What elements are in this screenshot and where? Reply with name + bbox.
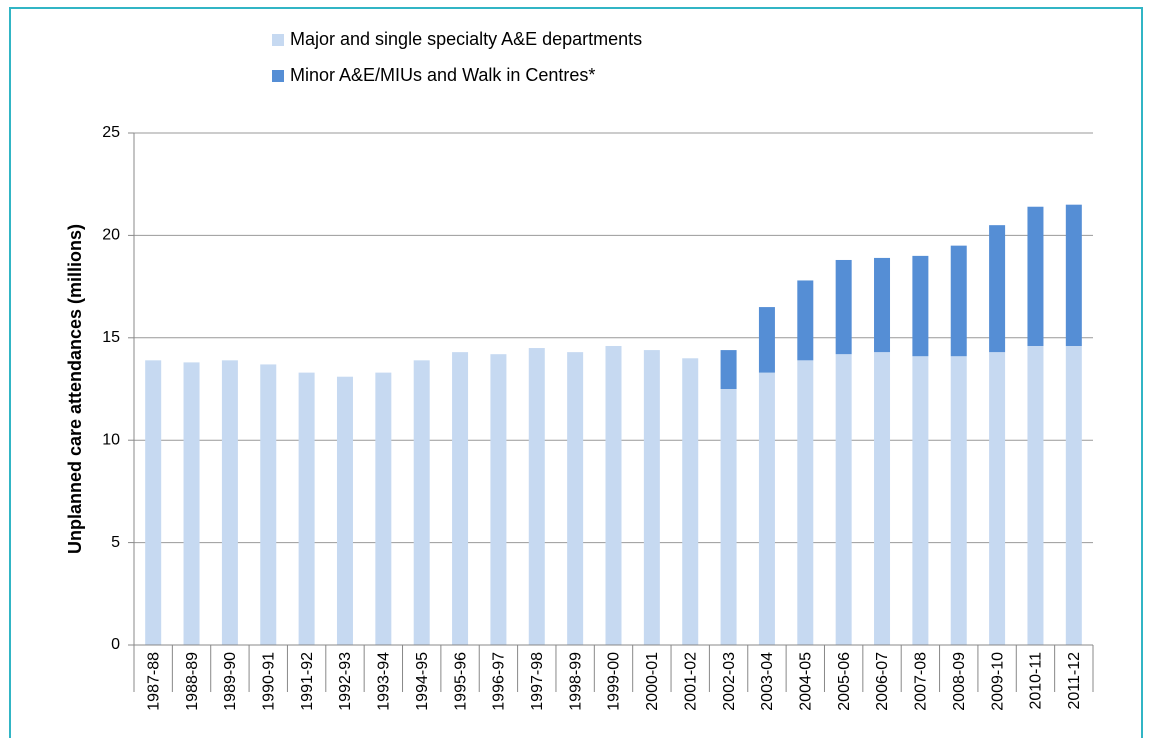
x-tick-label: 1996-97 xyxy=(491,652,508,711)
bar-segment xyxy=(950,356,967,645)
y-tick-label: 25 xyxy=(102,124,120,141)
bar-segment xyxy=(1027,206,1044,346)
y-tick-label: 15 xyxy=(102,329,120,346)
x-tick-label: 1989-90 xyxy=(222,652,239,711)
y-tick-label: 0 xyxy=(111,636,120,653)
y-tick-label: 20 xyxy=(102,227,120,244)
bar-segment xyxy=(336,376,353,645)
x-tick-label: 2005-06 xyxy=(836,652,853,711)
x-tick-label: 1991-92 xyxy=(299,652,316,711)
bar-segment xyxy=(1065,345,1082,645)
bar-segment xyxy=(260,364,277,645)
bar-segment xyxy=(912,255,929,357)
bar-segment xyxy=(221,360,238,645)
frame xyxy=(9,7,1143,738)
bar-segment xyxy=(989,352,1006,645)
x-tick-label: 1999-00 xyxy=(606,652,623,711)
y-tick-label: 5 xyxy=(111,534,120,551)
bar-segment xyxy=(605,345,622,645)
bar-segment xyxy=(797,280,814,361)
bar-segment xyxy=(874,257,891,353)
x-tick-label: 2001-02 xyxy=(682,652,699,711)
bar-segment xyxy=(298,372,315,645)
x-tick-label: 2002-03 xyxy=(721,652,738,711)
bar-segment xyxy=(567,352,584,645)
bar-segment xyxy=(912,356,929,645)
bar-segment xyxy=(720,350,737,389)
x-tick-label: 2000-01 xyxy=(644,652,661,711)
bar-segment xyxy=(528,348,545,645)
bar-segment xyxy=(835,259,852,355)
bar-segment xyxy=(989,225,1006,353)
bar-segment xyxy=(452,352,469,645)
x-tick-label: 2006-07 xyxy=(874,652,891,711)
bar-segment xyxy=(490,354,507,645)
x-tick-label: 1998-99 xyxy=(567,652,584,711)
bar-segment xyxy=(1027,345,1044,645)
x-tick-label: 1987-88 xyxy=(145,652,162,711)
bar-segment xyxy=(720,389,737,645)
x-tick-label: 1994-95 xyxy=(414,652,431,711)
bar-segment xyxy=(835,354,852,645)
legend-swatch xyxy=(272,34,284,46)
bar-segment xyxy=(758,307,775,373)
bar-segment xyxy=(375,372,392,645)
x-tick-label: 2011-12 xyxy=(1066,652,1083,710)
y-axis-label: Unplanned care attendances (millions) xyxy=(65,224,85,554)
legend-label: Major and single specialty A&E departmen… xyxy=(290,29,642,49)
bar-segment xyxy=(145,360,162,645)
x-tick-label: 1990-91 xyxy=(260,652,277,711)
legend-swatch xyxy=(272,70,284,82)
x-tick-label: 1997-98 xyxy=(529,652,546,711)
x-tick-label: 2008-09 xyxy=(951,652,968,711)
bar-segment xyxy=(797,360,814,645)
x-tick-label: 2010-11 xyxy=(1028,652,1045,710)
x-tick-label: 2007-08 xyxy=(913,652,930,711)
x-tick-label: 1995-96 xyxy=(452,652,469,711)
bar-segment xyxy=(413,360,430,645)
x-tick-label: 1993-94 xyxy=(376,652,393,711)
bar-segment xyxy=(950,245,967,357)
x-tick-label: 1992-93 xyxy=(337,652,354,711)
x-tick-label: 1988-89 xyxy=(184,652,201,711)
bar-segment xyxy=(874,352,891,645)
bar-segment xyxy=(183,362,200,645)
bar-segment xyxy=(682,358,699,645)
x-tick-label: 2004-05 xyxy=(798,652,815,711)
x-tick-label: 2009-10 xyxy=(989,652,1006,711)
bar-segment xyxy=(758,372,775,645)
bar-segment xyxy=(643,350,660,645)
bar-segment xyxy=(1065,204,1082,346)
x-tick-label: 2003-04 xyxy=(759,652,776,711)
legend-label: Minor A&E/MIUs and Walk in Centres* xyxy=(290,65,595,85)
y-tick-label: 10 xyxy=(102,431,120,448)
